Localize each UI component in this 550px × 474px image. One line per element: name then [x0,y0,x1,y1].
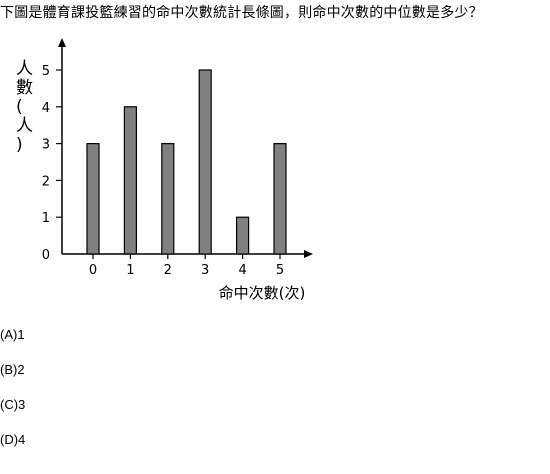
y-tick-label: 2 [42,174,50,189]
bar-3 [198,69,212,255]
y-ticks: 0 1 2 3 4 5 [42,64,62,263]
y-tick-label: 5 [42,64,50,79]
bar-chart: 0 1 2 3 4 5 0 1 2 3 4 5 人數(人) 命中次數(次) [16,38,313,302]
option-c[interactable]: (C)3 [0,397,26,412]
x-axis-arrow [304,250,313,258]
y-axis-arrow [58,38,66,47]
answer-options: (A)1 (B)2 (C)3 (D)4 [0,322,25,462]
y-tick-label: 0 [42,248,50,263]
option-d[interactable]: (D)4 [0,432,26,447]
y-tick-label: 3 [42,138,50,153]
option-a[interactable]: (A)1 [0,327,25,342]
bar-5 [273,143,287,255]
chart-axes [58,38,313,258]
bar-1 [123,106,138,255]
x-ticks: 0 1 2 3 4 5 [89,254,284,278]
bar-4 [236,216,250,255]
bars [86,69,287,255]
x-tick-label: 3 [201,263,209,278]
y-tick-label: 4 [42,101,50,116]
x-tick-label: 2 [164,263,172,278]
y-tick-label: 1 [42,211,50,226]
bar-0 [86,143,100,255]
x-axis-label: 命中次數(次) [219,284,306,302]
x-tick-label: 1 [126,263,134,278]
x-tick-label: 5 [276,263,284,278]
bar-2 [161,143,175,255]
y-axis-label: 人數(人) [16,59,33,155]
x-tick-label: 0 [89,263,97,278]
x-tick-label: 4 [238,263,246,278]
option-b[interactable]: (B)2 [0,362,25,377]
question-text: 下圖是體育課投籃練習的命中次數統計長條圖，則命中次數的中位數是多少？ [0,5,483,21]
